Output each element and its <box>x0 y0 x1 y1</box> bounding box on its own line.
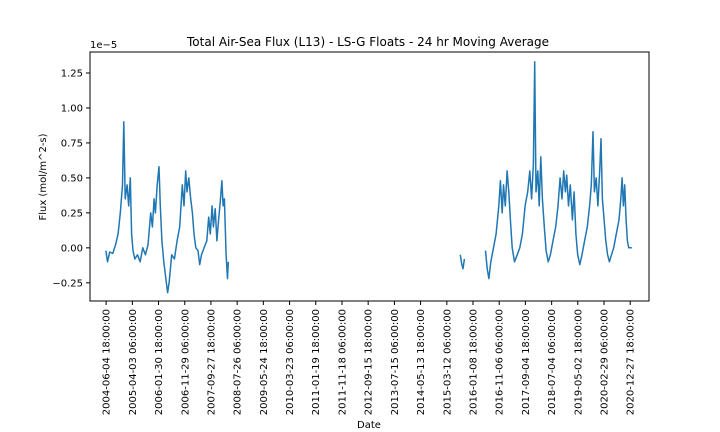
x-tick-label: 2009-05-24 18:00:00 <box>259 309 270 415</box>
y-tick-label: 0.75 <box>61 138 83 149</box>
y-tick-label: −0.25 <box>52 278 83 289</box>
series-layer <box>105 61 632 294</box>
x-tick-label: 2007-09-27 18:00:00 <box>206 309 217 415</box>
chart-title: Total Air-Sea Flux (L13) - LS-G Floats -… <box>186 35 549 49</box>
y-tick-label: 0.50 <box>61 173 83 184</box>
y-tick-label: 0.00 <box>61 243 83 254</box>
x-tick-label: 2014-05-13 18:00:00 <box>416 309 427 415</box>
x-tick-label: 2016-11-06 06:00:00 <box>495 309 506 415</box>
x-axis-ticks: 2004-06-04 18:00:00 2005-04-03 06:00:00 20… <box>102 301 637 415</box>
y-axis-label: Flux (mol/m^2-s) <box>38 133 49 220</box>
x-tick-label: 2008-07-26 06:00:00 <box>233 309 244 415</box>
x-tick-label: 2006-01-30 18:00:00 <box>154 309 165 415</box>
flux-series-line-3 <box>484 61 632 280</box>
x-tick-label: 2012-09-15 18:00:00 <box>364 309 375 415</box>
x-tick-label: 2006-11-29 06:00:00 <box>180 309 191 415</box>
x-tick-label: 2005-04-03 06:00:00 <box>128 309 139 415</box>
x-tick-label: 2020-02-29 06:00:00 <box>600 309 611 415</box>
x-tick-label: 2011-11-18 06:00:00 <box>337 309 348 415</box>
x-tick-label: 2020-12-27 18:00:00 <box>626 309 637 415</box>
x-tick-label: 2018-07-04 06:00:00 <box>547 309 558 415</box>
x-tick-label: 2016-01-08 18:00:00 <box>468 309 479 415</box>
flux-series-line-2 <box>459 254 466 270</box>
x-tick-label: 2015-03-12 06:00:00 <box>442 309 453 415</box>
plot-frame <box>89 51 650 302</box>
x-tick-label: 2010-03-23 06:00:00 <box>285 309 296 415</box>
x-tick-label: 2004-06-04 18:00:00 <box>102 309 113 415</box>
x-tick-label: 2017-09-04 18:00:00 <box>521 309 532 415</box>
y-tick-label: 0.25 <box>61 208 83 219</box>
x-axis-label: Date <box>357 420 381 431</box>
x-tick-label: 2011-01-19 18:00:00 <box>311 309 322 415</box>
flux-series-line-1 <box>105 121 230 294</box>
y-scale-label: 1e−5 <box>90 40 117 51</box>
y-tick-label: 1.25 <box>61 68 83 79</box>
x-tick-label: 2019-05-02 18:00:00 <box>573 309 584 415</box>
y-axis-ticks: −0.25 0.00 0.25 0.50 0.75 1.00 1.25 <box>52 68 90 289</box>
x-tick-label: 2013-07-15 06:00:00 <box>390 309 401 415</box>
y-tick-label: 1.00 <box>61 103 83 114</box>
